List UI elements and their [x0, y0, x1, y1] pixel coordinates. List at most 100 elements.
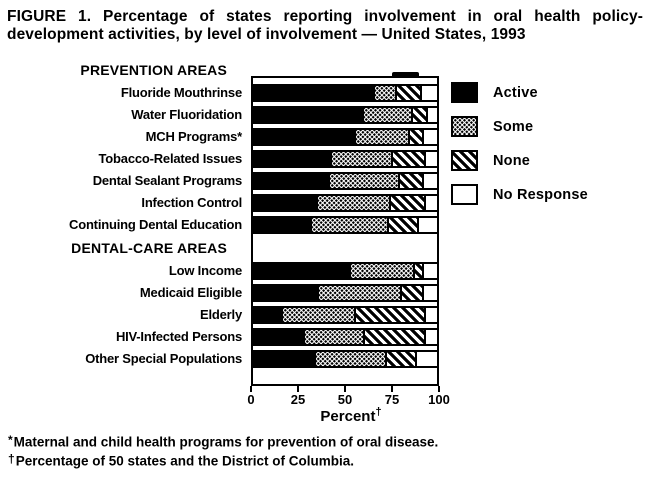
bar-segment-none: [387, 218, 417, 232]
bar-row: Low Income: [0, 260, 439, 282]
stacked-bar: [251, 262, 439, 280]
legend-swatch-no-response: [451, 184, 478, 205]
bar-row: Dental Sealant Programs: [0, 170, 439, 192]
bar-segment-none: [354, 308, 425, 322]
legend: Active Some None No Response: [451, 82, 588, 205]
section-row: PREVENTION AREAS: [0, 58, 439, 82]
legend-item: None: [451, 150, 588, 171]
dagger-superscript: †: [375, 406, 382, 418]
category-label: MCH Programs*: [145, 129, 243, 144]
axis-tick-label: 100: [428, 392, 450, 407]
bar-segment-none: [411, 108, 426, 122]
stacked-bar: [251, 150, 439, 168]
bar-segment-active: [253, 152, 331, 166]
bar-row: Fluoride Mouthrinse: [0, 82, 439, 104]
bar-segment-some: [315, 196, 390, 210]
axis-tick: [391, 386, 393, 392]
section-row: DENTAL-CARE AREAS: [0, 236, 439, 260]
axis-tick: [438, 386, 440, 392]
bar-segment-no-response: [425, 108, 437, 122]
bar-segment-active: [253, 108, 362, 122]
plot-cell: [251, 104, 439, 126]
bar-segment-no-response: [416, 218, 437, 232]
legend-swatch-some: [451, 116, 478, 137]
plot-cell: [251, 304, 439, 326]
bar-segment-some: [280, 308, 355, 322]
figure-title: FIGURE 1. Percentage of states reporting…: [7, 8, 643, 44]
bar-segment-active: [253, 174, 329, 188]
axis-tick: [344, 386, 346, 392]
bar-segment-no-response: [414, 352, 437, 366]
plot-cell: [251, 170, 439, 192]
plot-cell: [251, 192, 439, 214]
stacked-bar: [251, 284, 439, 302]
bar-segment-none: [385, 352, 415, 366]
axis-tick: [250, 386, 252, 392]
category-label: Dental Sealant Programs: [92, 173, 242, 188]
plot-cell: [251, 326, 439, 348]
axis-tick-label: 50: [337, 392, 353, 407]
bar-row: Infection Control: [0, 192, 439, 214]
bar-segment-some: [302, 330, 364, 344]
x-axis-title: Percent†: [251, 406, 451, 425]
plot-cell: [251, 148, 439, 170]
plot-cell: [251, 282, 439, 304]
bar-segment-some: [348, 264, 414, 278]
bar-segment-none: [363, 330, 425, 344]
bar-segment-no-response: [422, 286, 437, 300]
legend-label: Active: [493, 84, 538, 101]
section-label: DENTAL-CARE AREAS: [71, 240, 227, 256]
legend-item: No Response: [451, 184, 588, 205]
section-label: PREVENTION AREAS: [80, 62, 227, 78]
bar-segment-active: [253, 218, 311, 232]
legend-label: None: [493, 152, 531, 169]
legend-swatch-none: [451, 150, 478, 171]
stacked-bar: [251, 106, 439, 124]
bar-segment-none: [390, 152, 425, 166]
stacked-bar: [251, 328, 439, 346]
bar-segment-active: [253, 308, 281, 322]
bar-segment-no-response: [422, 264, 437, 278]
bar-segment-no-response: [422, 130, 437, 144]
bar-segment-no-response: [424, 196, 437, 210]
plot-cell: [251, 214, 439, 236]
plot-cell-empty: [251, 236, 439, 260]
axis-tick: [297, 386, 299, 392]
bar-segment-some: [330, 152, 391, 166]
plot-cell-empty: [251, 58, 439, 82]
scan-smudge-artifact: [392, 72, 419, 78]
category-label: Infection Control: [141, 195, 242, 210]
bar-segment-none: [413, 264, 423, 278]
bar-segment-some: [310, 218, 388, 232]
plot-cell: [251, 126, 439, 148]
bar-row: Continuing Dental Education: [0, 214, 439, 236]
category-label: Medicaid Eligible: [139, 285, 242, 300]
bar-row: HIV-Infected Persons: [0, 326, 439, 348]
footnote-marker: †: [8, 451, 15, 466]
legend-label: No Response: [493, 186, 588, 203]
bar-segment-none: [407, 130, 423, 144]
chart-rows: PREVENTION AREAS Fluoride Mouthrinse Water…: [0, 58, 439, 370]
stacked-bar: [251, 216, 439, 234]
bar-segment-some: [328, 174, 399, 188]
footnote-marker: *: [8, 433, 13, 447]
legend-swatch-active: [451, 82, 478, 103]
stacked-bar: [251, 128, 439, 146]
stacked-bar: [251, 194, 439, 212]
plot-cell: [251, 348, 439, 370]
bar-segment-active: [253, 86, 373, 100]
bar-segment-no-response: [424, 308, 437, 322]
stacked-bar: [251, 306, 439, 324]
category-label: Tobacco-Related Issues: [98, 151, 243, 166]
category-label: Water Fluoridation: [131, 107, 242, 122]
category-label: HIV-Infected Persons: [115, 329, 242, 344]
bar-segment-active: [253, 286, 318, 300]
plot-cell: [251, 260, 439, 282]
bar-segment-active: [253, 130, 355, 144]
bar-segment-active: [253, 264, 349, 278]
legend-label: Some: [493, 118, 534, 135]
bar-segment-none: [400, 286, 423, 300]
bar-segment-no-response: [424, 330, 437, 344]
bar-segment-none: [394, 86, 421, 100]
